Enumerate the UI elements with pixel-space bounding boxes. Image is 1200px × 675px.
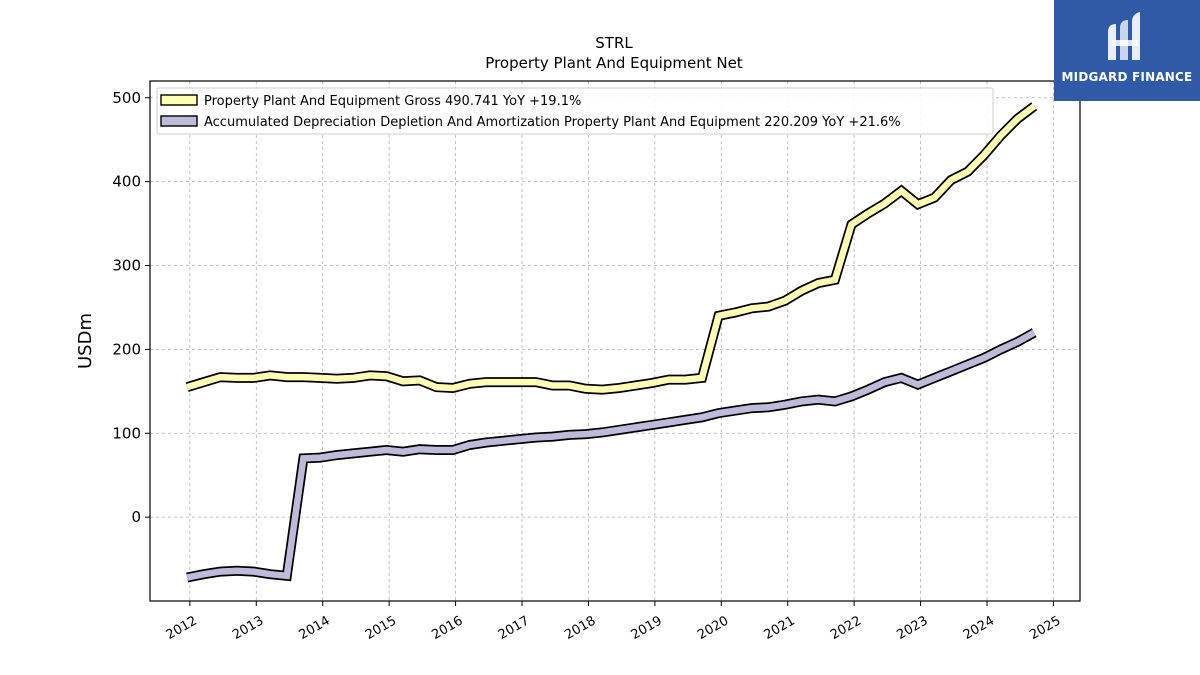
y-tick-label: 500 [112,89,141,107]
y-tick-label: 100 [112,424,141,442]
legend-swatch-gross [160,94,198,106]
y-tick-label: 0 [131,508,141,526]
legend-box [156,87,994,135]
plot-frame [149,80,1081,602]
series-layer [185,102,1038,583]
brand-name: MIDGARD FINANCE [1061,70,1193,84]
y-axis-label: USDm [75,313,96,369]
legend: Property Plant And Equipment Gross 490.7… [156,87,994,135]
legend-entry-gross: Property Plant And Equipment Gross 490.7… [204,94,581,109]
brand-logo: MIDGARD FINANCE [1054,0,1200,101]
y-tick-label: 300 [112,257,141,275]
chart-title: STRL [595,34,633,52]
legend-swatch-depreciation [160,115,198,127]
y-tick-label: 400 [112,173,141,191]
series-line-0 [186,103,1037,393]
legend-entry-depreciation: Accumulated Depreciation Depletion And A… [204,115,901,130]
grid [150,81,1080,601]
midgard-logo-icon [1108,12,1140,60]
y-axis-ticks: 0 100 200 300 400 500 [112,89,150,526]
chart-subtitle: Property Plant And Equipment Net [485,54,742,72]
y-tick-label: 200 [112,340,141,358]
series-line-1 [186,329,1036,581]
